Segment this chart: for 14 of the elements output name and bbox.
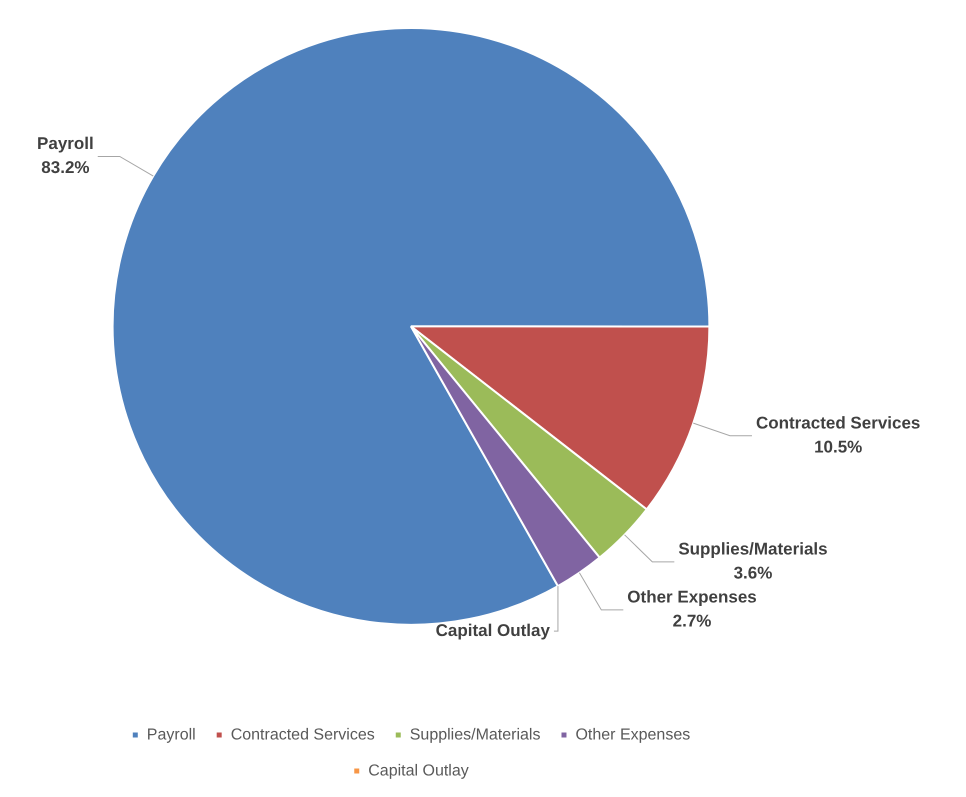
slice-label: Other Expenses <box>627 588 757 607</box>
legend-label: Payroll <box>146 726 196 744</box>
data-label: 83.2% <box>41 158 90 178</box>
slice-label: Contracted Services <box>756 413 920 432</box>
data-label: 2.7% <box>672 612 712 631</box>
category-label: Capital Outlay <box>436 620 550 640</box>
legend-label: Supplies/Materials <box>410 726 540 744</box>
legend-label: Other Expenses <box>575 726 690 744</box>
data-label: 3.6% <box>734 564 772 583</box>
slice-label: Payroll <box>37 134 94 154</box>
legend-label: Capital Outlay <box>368 762 469 780</box>
slice-label: Supplies/Materials <box>678 540 828 559</box>
legend-label: Contracted Services <box>230 726 375 744</box>
data-label: 10.5% <box>814 437 862 456</box>
